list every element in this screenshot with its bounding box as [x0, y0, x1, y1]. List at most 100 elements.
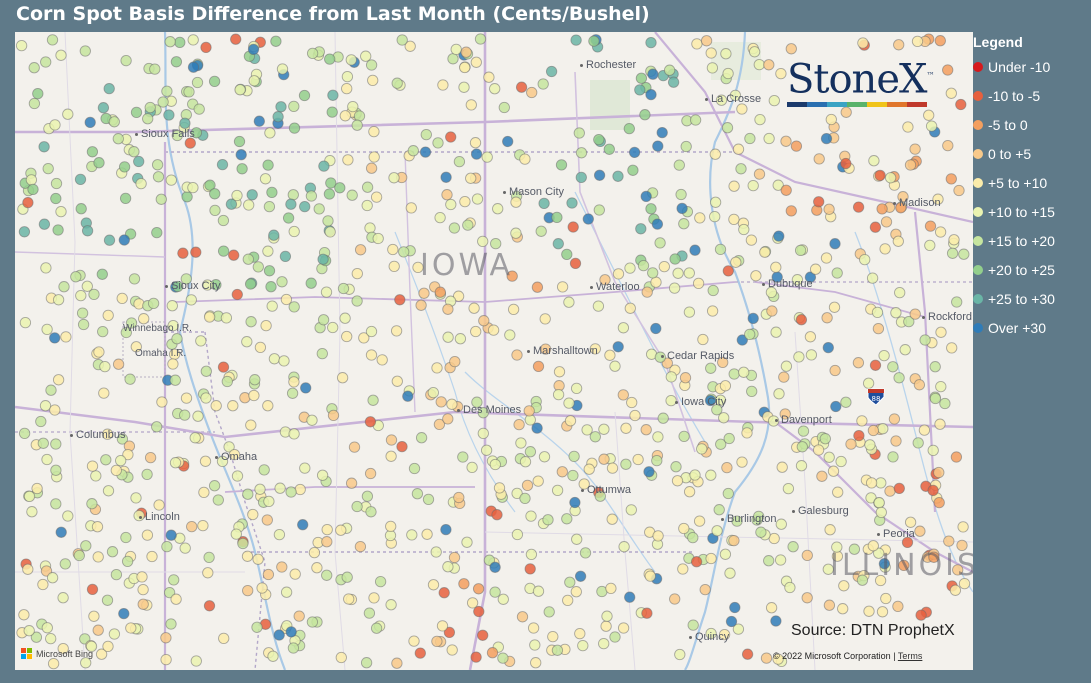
basis-dot[interactable]	[537, 78, 549, 90]
basis-dot[interactable]	[556, 281, 569, 293]
basis-dot[interactable]	[618, 541, 630, 553]
basis-dot[interactable]	[427, 386, 439, 399]
basis-dot[interactable]	[625, 504, 637, 516]
basis-dot[interactable]	[876, 203, 888, 215]
basis-dot[interactable]	[364, 222, 376, 234]
basis-dot[interactable]	[532, 360, 545, 373]
basis-dot[interactable]	[30, 631, 43, 643]
basis-dot[interactable]	[252, 261, 264, 273]
basis-dot[interactable]	[365, 59, 378, 71]
basis-dot[interactable]	[903, 315, 915, 328]
basis-dot[interactable]	[650, 322, 662, 335]
basis-dot[interactable]	[440, 523, 452, 536]
basis-dot[interactable]	[527, 622, 540, 634]
basis-dot[interactable]	[394, 294, 406, 306]
basis-dot[interactable]	[97, 325, 109, 338]
basis-dot[interactable]	[135, 177, 147, 190]
basis-dot[interactable]	[252, 553, 264, 565]
basis-dot[interactable]	[266, 300, 278, 312]
basis-dot[interactable]	[180, 392, 193, 404]
basis-dot[interactable]	[567, 469, 579, 482]
basis-dot[interactable]	[628, 146, 641, 159]
basis-dot[interactable]	[506, 270, 518, 282]
basis-dot[interactable]	[169, 374, 181, 386]
basis-dot[interactable]	[552, 388, 565, 401]
basis-dot[interactable]	[441, 189, 453, 201]
basis-dot[interactable]	[689, 244, 701, 256]
basis-dot[interactable]	[765, 602, 778, 614]
basis-dot[interactable]	[86, 460, 99, 472]
basis-dot[interactable]	[370, 622, 383, 634]
basis-dot[interactable]	[180, 273, 192, 285]
basis-dot[interactable]	[567, 221, 579, 233]
basis-dot[interactable]	[422, 493, 435, 506]
basis-dot[interactable]	[360, 50, 372, 62]
basis-dot[interactable]	[589, 343, 601, 355]
basis-dot[interactable]	[564, 576, 576, 588]
basis-dot[interactable]	[112, 133, 124, 145]
basis-dot[interactable]	[765, 286, 778, 299]
basis-dot[interactable]	[579, 547, 592, 559]
basis-dot[interactable]	[288, 376, 300, 388]
basis-dot[interactable]	[183, 86, 195, 98]
basis-dot[interactable]	[689, 469, 701, 481]
basis-dot[interactable]	[640, 424, 652, 436]
basis-dot[interactable]	[690, 556, 703, 568]
basis-dot[interactable]	[190, 127, 203, 139]
basis-dot[interactable]	[353, 110, 366, 122]
basis-dot[interactable]	[361, 490, 374, 502]
basis-dot[interactable]	[873, 497, 885, 509]
basis-dot[interactable]	[958, 577, 971, 590]
basis-dot[interactable]	[732, 623, 745, 635]
map-view[interactable]: IOWA ILLINOIS Rochester La Crosse Madiso…	[15, 32, 973, 670]
basis-dot[interactable]	[327, 321, 339, 334]
basis-dot[interactable]	[321, 569, 333, 581]
basis-dot[interactable]	[748, 46, 761, 58]
basis-dot[interactable]	[909, 308, 921, 320]
basis-dot[interactable]	[170, 593, 182, 605]
basis-dot[interactable]	[121, 555, 134, 568]
basis-dot[interactable]	[934, 35, 946, 47]
basis-dot[interactable]	[49, 332, 61, 344]
basis-dot[interactable]	[466, 461, 478, 474]
basis-dot[interactable]	[492, 203, 504, 215]
basis-dot[interactable]	[715, 94, 728, 106]
basis-dot[interactable]	[946, 247, 959, 259]
basis-dot[interactable]	[718, 628, 731, 641]
basis-dot[interactable]	[829, 238, 841, 250]
basis-dot[interactable]	[118, 607, 130, 620]
basis-dot[interactable]	[385, 434, 398, 446]
basis-dot[interactable]	[161, 540, 173, 553]
basis-dot[interactable]	[149, 63, 161, 75]
basis-dot[interactable]	[445, 198, 457, 211]
basis-dot[interactable]	[784, 581, 796, 594]
basis-dot[interactable]	[884, 485, 896, 497]
basis-dot[interactable]	[674, 648, 686, 661]
basis-dot[interactable]	[564, 415, 577, 427]
basis-dot[interactable]	[288, 122, 301, 134]
basis-dot[interactable]	[489, 586, 501, 598]
basis-dot[interactable]	[911, 35, 924, 48]
basis-dot[interactable]	[280, 293, 293, 306]
basis-dot[interactable]	[736, 103, 748, 115]
basis-dot[interactable]	[705, 552, 717, 565]
basis-dot[interactable]	[780, 135, 792, 147]
basis-dot[interactable]	[80, 540, 92, 552]
basis-dot[interactable]	[542, 514, 554, 526]
basis-dot[interactable]	[73, 549, 85, 562]
basis-dot[interactable]	[643, 466, 655, 478]
basis-dot[interactable]	[770, 326, 782, 338]
basis-dot[interactable]	[753, 168, 766, 180]
basis-dot[interactable]	[935, 380, 947, 393]
basis-dot[interactable]	[819, 433, 831, 445]
basis-dot[interactable]	[101, 594, 114, 606]
basis-dot[interactable]	[168, 574, 180, 586]
basis-dot[interactable]	[407, 145, 419, 157]
basis-dot[interactable]	[274, 482, 286, 494]
basis-dot[interactable]	[88, 288, 100, 301]
basis-dot[interactable]	[838, 580, 850, 592]
basis-dot[interactable]	[603, 143, 615, 155]
basis-dot[interactable]	[823, 599, 836, 611]
basis-dot[interactable]	[950, 451, 963, 463]
basis-dot[interactable]	[705, 47, 717, 59]
